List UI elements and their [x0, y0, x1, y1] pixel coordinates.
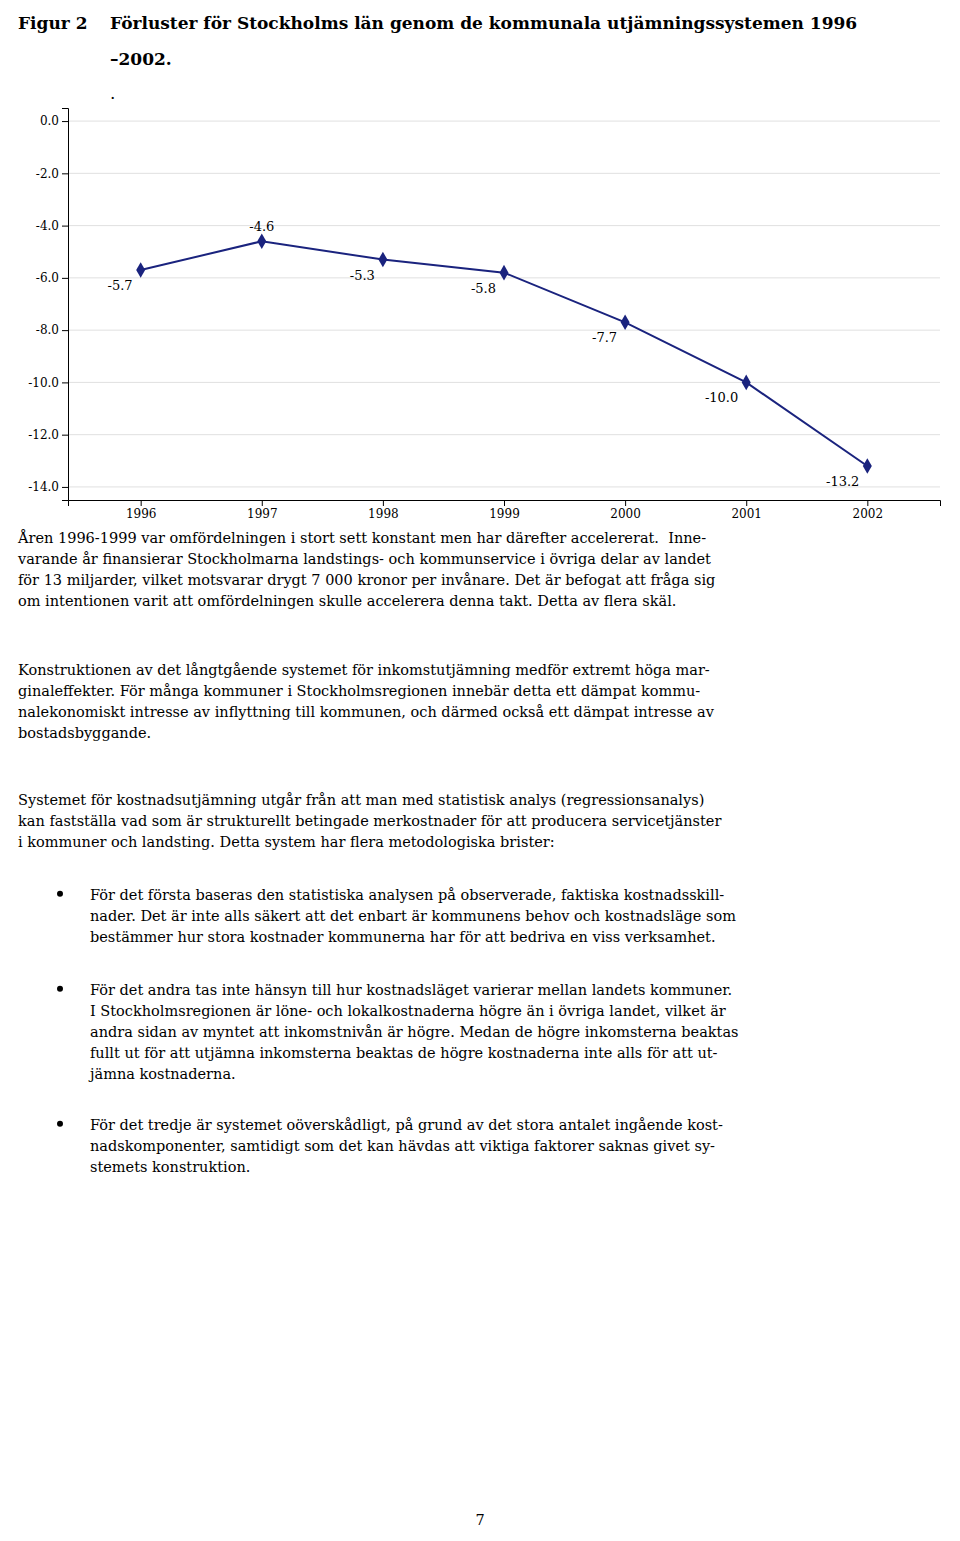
tick-label: 1997: [247, 507, 278, 521]
tick-mark: [62, 278, 68, 279]
data-labels: -5.7 -4.6 -5.3 -5.8 -7.7 -10.0 -13.2: [108, 219, 860, 489]
tick: 1998: [368, 500, 399, 521]
tick: -12.0: [28, 428, 68, 442]
tick: -6.0: [36, 271, 68, 285]
bullet: [57, 1121, 63, 1127]
data-point: [136, 262, 145, 278]
tick: -14.0: [28, 480, 68, 494]
chart-title: Förluster för Stockholms län genom de ko…: [110, 13, 857, 69]
data-label: -5.3: [350, 268, 375, 283]
data-point: [742, 375, 751, 391]
data-point: [257, 233, 266, 249]
tick-mark: [625, 500, 626, 506]
tick-mark: [746, 500, 747, 506]
x-axis: 1996 1997 1998 1999 2000 2001 2002: [69, 500, 941, 521]
tick-label: 2002: [853, 507, 884, 521]
paragraph: Systemet för kostnadsutjämning utgår frå…: [18, 792, 721, 850]
grid-line: [68, 121, 940, 122]
tick: -8.0: [36, 323, 68, 337]
tick-mark: [62, 435, 68, 436]
bullet-text: För det andra tas inte hänsyn till hur k…: [88, 982, 739, 1082]
bullet-text: För det första baseras den statistiska a…: [90, 887, 736, 945]
data-point: [378, 252, 387, 268]
tick-label: 1998: [368, 507, 399, 521]
grid-line: [68, 330, 940, 331]
data-label: -5.8: [471, 281, 496, 296]
grid-line: [68, 486, 940, 487]
tick-label: -4.0: [36, 219, 59, 233]
grid-line: [68, 225, 940, 226]
data-point: [621, 315, 630, 331]
page-number: 7: [475, 1512, 484, 1528]
tick: 1996: [126, 500, 157, 521]
data-label: -13.2: [826, 474, 859, 489]
tick-mark: [141, 500, 142, 506]
data-label: -5.7: [108, 278, 133, 293]
tick: -4.0: [36, 219, 68, 233]
tick-label: -10.0: [28, 376, 59, 390]
paragraph: Åren 1996-1999 var omfördelningen i stor…: [17, 529, 715, 609]
tick-label: -14.0: [28, 480, 59, 494]
tick-mark: [62, 226, 68, 227]
data-point: [863, 458, 872, 474]
axis-line: [62, 109, 69, 501]
tick-label: 0.0: [40, 114, 59, 128]
tick-label: -2.0: [36, 167, 59, 181]
data-label: -10.0: [705, 390, 738, 405]
title-dot: .: [110, 83, 115, 103]
bullet-text: För det tredje är systemet oöverskådligt…: [90, 1117, 723, 1175]
tick: 0.0: [40, 114, 68, 128]
tick-label: 1996: [126, 507, 157, 521]
grid-line: [68, 434, 940, 435]
page: Figur 2 Förluster för Stockholms län geno…: [0, 0, 960, 1541]
data-line: [141, 241, 868, 466]
grid-line: [68, 382, 940, 383]
tick-label: 1999: [489, 507, 520, 521]
tick-mark: [62, 487, 68, 488]
grid-line: [68, 173, 940, 174]
data-label: -4.6: [249, 219, 274, 234]
axis-line: [69, 501, 941, 507]
paragraph: Konstruktionen av det långtgående system…: [18, 662, 715, 741]
tick: 2000: [610, 500, 641, 521]
tick: -10.0: [28, 376, 68, 390]
figure-label: Figur 2: [18, 13, 87, 33]
tick-label: -6.0: [36, 271, 59, 285]
bullet: [57, 986, 63, 992]
tick-mark: [867, 500, 868, 506]
tick-mark: [62, 330, 68, 331]
tick-mark: [62, 382, 68, 383]
tick-mark: [383, 500, 384, 506]
tick-mark: [62, 173, 68, 174]
tick-mark: [504, 500, 505, 506]
tick: 1999: [489, 500, 520, 521]
tick: 2001: [731, 500, 762, 521]
tick-label: -8.0: [36, 323, 59, 337]
plot-marks: [136, 233, 872, 473]
tick-label: -12.0: [28, 428, 59, 442]
grid: [68, 121, 940, 487]
tick-mark: [262, 500, 263, 506]
tick-mark: [62, 121, 68, 122]
tick: 1997: [247, 500, 278, 521]
tick: 2002: [853, 500, 884, 521]
data-point: [500, 265, 509, 281]
data-label: -7.7: [592, 330, 617, 345]
tick: -2.0: [36, 167, 68, 181]
tick-label: 2000: [610, 507, 641, 521]
tick-label: 2001: [731, 507, 762, 521]
y-axis: 0.0 -2.0 -4.0 -6.0 -8.0 -10.0 -12.0 -14.0: [28, 109, 68, 501]
bullet: [57, 891, 63, 897]
